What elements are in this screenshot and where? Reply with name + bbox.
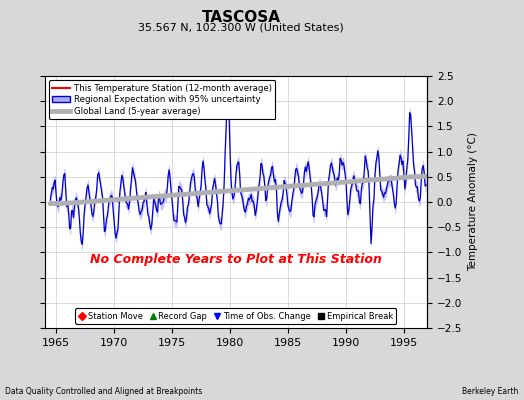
Text: Berkeley Earth: Berkeley Earth	[462, 387, 519, 396]
Text: No Complete Years to Plot at This Station: No Complete Years to Plot at This Statio…	[90, 254, 382, 266]
Text: Data Quality Controlled and Aligned at Breakpoints: Data Quality Controlled and Aligned at B…	[5, 387, 202, 396]
Legend: Station Move, Record Gap, Time of Obs. Change, Empirical Break: Station Move, Record Gap, Time of Obs. C…	[75, 308, 397, 324]
Text: TASCOSA: TASCOSA	[202, 10, 280, 25]
Text: 35.567 N, 102.300 W (United States): 35.567 N, 102.300 W (United States)	[138, 22, 344, 32]
Y-axis label: Temperature Anomaly (°C): Temperature Anomaly (°C)	[468, 132, 478, 272]
